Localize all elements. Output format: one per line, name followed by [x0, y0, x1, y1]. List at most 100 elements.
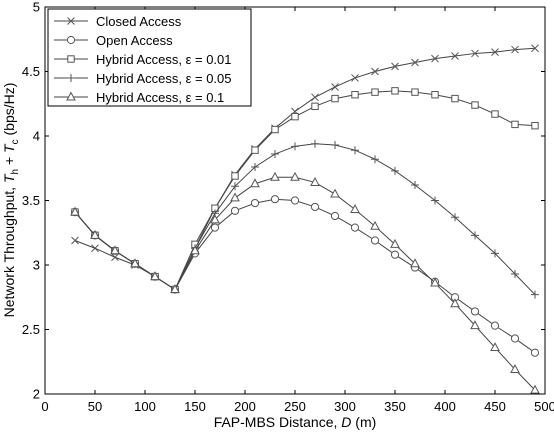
data-point-hybrid-access-epsilon-0-01-470 — [511, 120, 519, 129]
data-point-hybrid-access-epsilon-0-1-190 — [230, 192, 240, 202]
legend-marker-hybrid-access-epsilon-0-01 — [67, 55, 75, 63]
data-point-hybrid-access-epsilon-0-1-230 — [270, 171, 280, 181]
data-point-hybrid-access-epsilon-0-1-50 — [90, 229, 100, 239]
data-point-hybrid-access-epsilon-0-01-230 — [271, 125, 279, 134]
data-point-hybrid-access-epsilon-0-01-330 — [371, 88, 379, 96]
data-point-open-access-170 — [210, 223, 220, 232]
data-point-hybrid-access-epsilon-0-1-390 — [430, 277, 440, 287]
legend-entry-open-access: Open Access — [54, 33, 173, 48]
legend-entry-hybrid-access-epsilon-0-01: Hybrid Access, ε = 0.01 — [54, 52, 232, 67]
y-tick-label: 2 — [33, 387, 40, 402]
x-tick-label: 300 — [334, 399, 356, 414]
data-point-closed-access-450 — [491, 48, 499, 57]
data-point-hybrid-access-epsilon-0-01-270 — [311, 102, 319, 111]
data-point-hybrid-access-epsilon-0-05-410 — [451, 213, 459, 222]
data-point-hybrid-access-epsilon-0-1-330 — [370, 220, 380, 230]
data-point-hybrid-access-epsilon-0-01-370 — [411, 88, 419, 96]
y-tick-label: 3.5 — [22, 193, 40, 208]
data-point-hybrid-access-epsilon-0-1-410 — [450, 298, 460, 308]
data-point-closed-access-350 — [391, 62, 399, 71]
data-point-hybrid-access-epsilon-0-05-450 — [491, 249, 499, 258]
data-point-open-access-350 — [390, 250, 400, 259]
data-point-hybrid-access-epsilon-0-1-310 — [350, 204, 360, 214]
data-point-open-access-470 — [510, 334, 520, 343]
data-point-hybrid-access-epsilon-0-1-210 — [250, 178, 260, 188]
data-point-closed-access-30 — [71, 236, 79, 245]
data-point-hybrid-access-epsilon-0-1-90 — [130, 258, 140, 268]
data-point-hybrid-access-epsilon-0-05-390 — [431, 196, 439, 205]
data-point-hybrid-access-epsilon-0-1-130 — [170, 284, 180, 294]
data-point-hybrid-access-epsilon-0-05-270 — [311, 139, 319, 148]
data-point-hybrid-access-epsilon-0-01-250 — [291, 112, 299, 121]
x-tick-label: 0 — [41, 399, 48, 414]
data-point-hybrid-access-epsilon-0-01-490 — [531, 121, 539, 130]
y-tick-label: 5 — [33, 0, 40, 15]
legend-marker-hybrid-access-epsilon-0-05 — [67, 74, 75, 82]
data-point-hybrid-access-epsilon-0-05-330 — [371, 155, 379, 164]
data-point-hybrid-access-epsilon-0-01-390 — [431, 91, 439, 99]
data-point-hybrid-access-epsilon-0-05-490 — [531, 290, 539, 299]
data-point-hybrid-access-epsilon-0-1-110 — [150, 271, 160, 281]
x-tick-label: 350 — [384, 399, 406, 414]
data-point-closed-access-490 — [531, 44, 539, 53]
data-point-hybrid-access-epsilon-0-05-470 — [511, 270, 519, 279]
data-point-closed-access-70 — [111, 253, 119, 262]
data-point-open-access-270 — [310, 202, 320, 212]
x-tick-label: 450 — [484, 399, 506, 414]
legend-entry-closed-access: Closed Access — [54, 14, 182, 29]
data-point-hybrid-access-epsilon-0-05-310 — [351, 146, 359, 155]
data-point-closed-access-430 — [471, 49, 479, 58]
legend-marker-hybrid-access-epsilon-0-1 — [66, 91, 76, 101]
data-point-closed-access-370 — [411, 58, 419, 67]
x-tick-label: 250 — [284, 399, 306, 414]
data-point-hybrid-access-epsilon-0-01-430 — [471, 101, 479, 109]
data-point-hybrid-access-epsilon-0-1-370 — [410, 258, 420, 268]
y-axis-label: Network Throughput, Th + Tc (bps/Hz) — [1, 83, 21, 318]
data-point-open-access-310 — [350, 223, 360, 232]
series-layer — [70, 44, 540, 394]
data-point-hybrid-access-epsilon-0-05-370 — [411, 181, 419, 190]
x-tick-label: 200 — [234, 399, 256, 414]
data-point-closed-access-270 — [311, 93, 319, 102]
y-tick-label: 3 — [33, 258, 40, 273]
x-tick-label: 500 — [534, 399, 554, 414]
y-tick-label: 4 — [33, 129, 40, 144]
data-point-hybrid-access-epsilon-0-1-150 — [190, 245, 200, 255]
legend-label: Hybrid Access, ε = 0.01 — [96, 52, 232, 67]
data-point-hybrid-access-epsilon-0-01-290 — [331, 94, 339, 103]
data-point-closed-access-470 — [511, 45, 519, 54]
data-point-hybrid-access-epsilon-0-01-310 — [351, 91, 359, 99]
x-tick-label: 400 — [434, 399, 456, 414]
data-point-closed-access-330 — [371, 67, 379, 76]
data-point-closed-access-50 — [91, 244, 99, 253]
data-point-closed-access-290 — [331, 83, 339, 91]
data-point-hybrid-access-epsilon-0-05-210 — [251, 162, 259, 171]
tick-layer: 0 50 100 150 200 250 300 350 400 450 500 2 2.5 3 3.5 4 4… — [22, 0, 554, 414]
data-point-hybrid-access-epsilon-0-1-350 — [390, 238, 400, 248]
data-point-open-access-450 — [490, 321, 500, 330]
series-hybrid-access-epsilon-0-01 — [71, 87, 539, 294]
legend-entries: Closed Access Open Access Hybrid Access, ε… — [54, 14, 232, 105]
legend-label: Hybrid Access, ε = 0.1 — [96, 90, 224, 105]
y-tick-label: 2.5 — [22, 322, 40, 337]
legend-label: Hybrid Access, ε = 0.05 — [96, 71, 232, 86]
data-point-hybrid-access-epsilon-0-1-270 — [310, 176, 320, 186]
legend-box — [47, 8, 252, 107]
data-point-open-access-290 — [330, 211, 340, 221]
data-point-hybrid-access-epsilon-0-1-290 — [330, 188, 340, 198]
x-tick-label: 100 — [134, 399, 156, 414]
data-point-hybrid-access-epsilon-0-1-430 — [470, 320, 480, 330]
data-point-open-access-190 — [230, 206, 240, 215]
data-point-hybrid-access-epsilon-0-01-410 — [451, 94, 459, 103]
legend-entry-hybrid-access-epsilon-0-1: Hybrid Access, ε = 0.1 — [54, 90, 224, 105]
data-point-hybrid-access-epsilon-0-05-430 — [471, 231, 479, 240]
y-tick-label: 4.5 — [22, 64, 40, 79]
data-point-hybrid-access-epsilon-0-1-490 — [530, 384, 540, 394]
legend-label: Closed Access — [96, 14, 182, 29]
series-line-hybrid-access-epsilon-0-1 — [74, 176, 536, 391]
data-point-hybrid-access-epsilon-0-1-170 — [210, 214, 220, 224]
series-hybrid-access-epsilon-0-1 — [70, 171, 540, 394]
data-point-hybrid-access-epsilon-0-01-210 — [251, 146, 259, 154]
data-point-hybrid-access-epsilon-0-05-250 — [291, 142, 299, 151]
